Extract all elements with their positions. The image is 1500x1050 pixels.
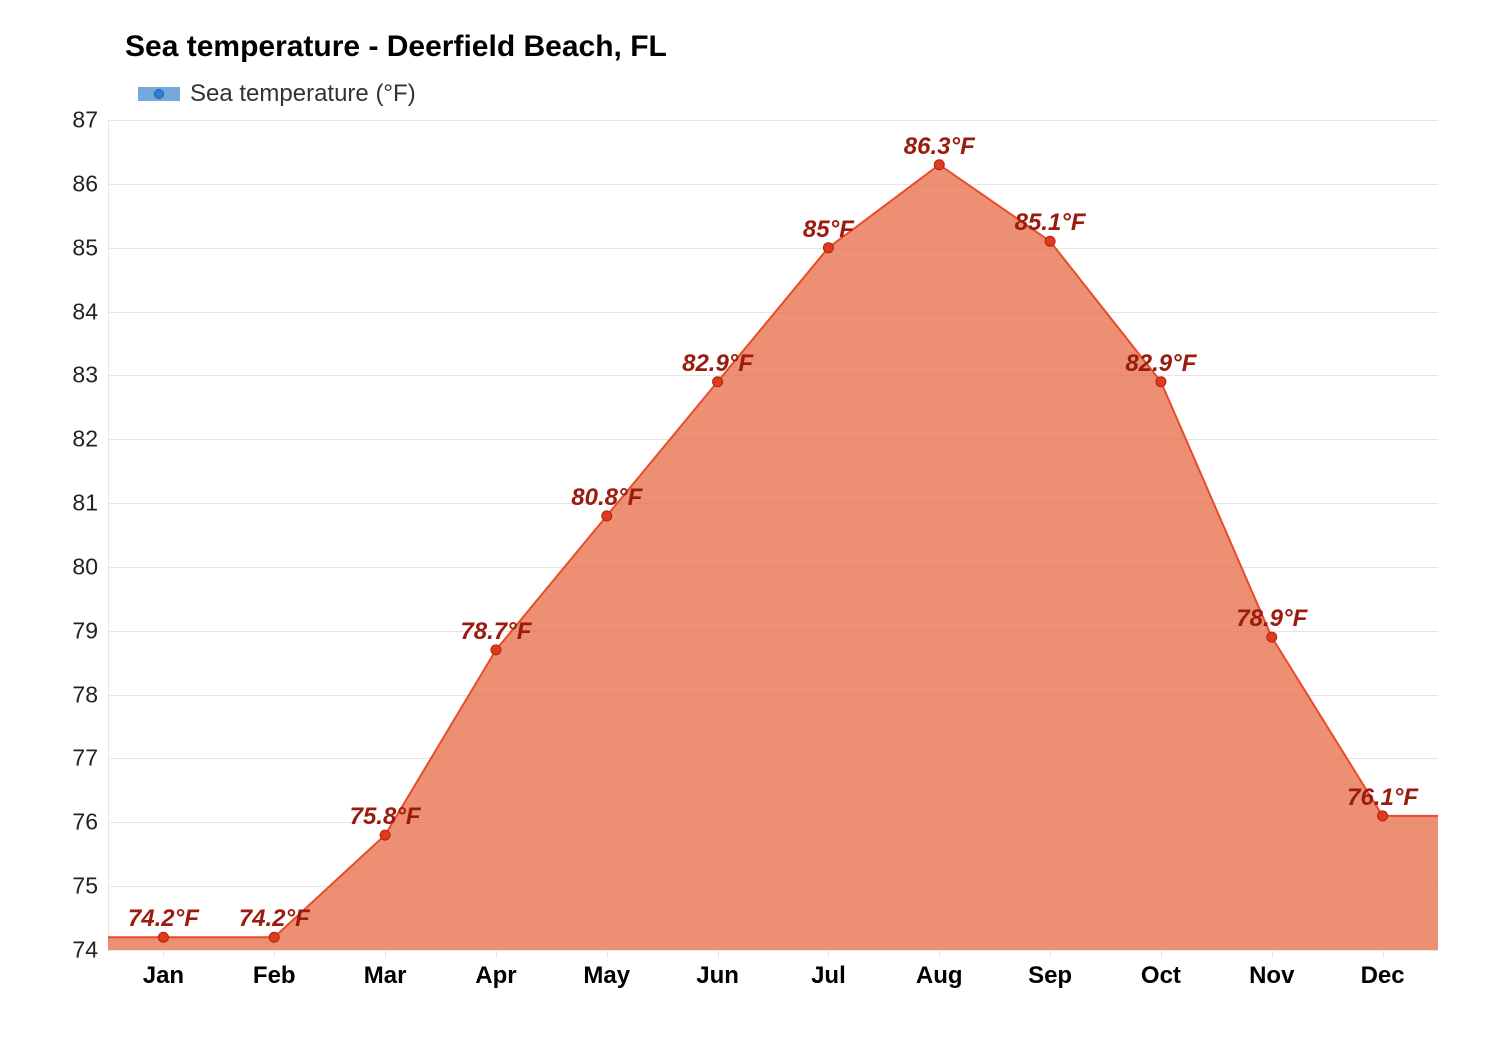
data-label: 78.7°F bbox=[460, 618, 531, 646]
data-marker bbox=[491, 645, 501, 655]
data-label: 82.9°F bbox=[1125, 350, 1196, 378]
data-label: 80.8°F bbox=[571, 484, 642, 512]
series-area bbox=[108, 165, 1438, 950]
x-tick-mark bbox=[1272, 950, 1273, 958]
x-tick-mark bbox=[1383, 950, 1384, 958]
data-marker bbox=[158, 932, 168, 942]
x-tick-mark bbox=[1050, 950, 1051, 958]
data-label: 85.1°F bbox=[1015, 209, 1086, 237]
x-tick-mark bbox=[607, 950, 608, 958]
x-tick-mark bbox=[718, 950, 719, 958]
data-label: 75.8°F bbox=[350, 803, 421, 831]
y-tick-label: 80 bbox=[72, 553, 98, 580]
x-tick-label: Nov bbox=[1249, 962, 1294, 990]
data-label: 74.2°F bbox=[239, 905, 310, 933]
x-tick-mark bbox=[385, 950, 386, 958]
y-tick-label: 87 bbox=[72, 107, 98, 134]
y-tick-label: 83 bbox=[72, 362, 98, 389]
y-tick-label: 86 bbox=[72, 170, 98, 197]
data-marker bbox=[602, 511, 612, 521]
data-marker bbox=[1378, 811, 1388, 821]
x-tick-mark bbox=[496, 950, 497, 958]
y-tick-label: 74 bbox=[72, 937, 98, 964]
x-tick-label: Jun bbox=[696, 962, 739, 990]
data-label: 76.1°F bbox=[1347, 784, 1418, 812]
data-label: 85°F bbox=[803, 216, 854, 244]
x-tick-label: Jan bbox=[143, 962, 184, 990]
y-tick-label: 85 bbox=[72, 234, 98, 261]
plot-area: 7475767778798081828384858687JanFebMarApr… bbox=[108, 120, 1438, 950]
x-tick-label: Feb bbox=[253, 962, 296, 990]
data-marker bbox=[713, 377, 723, 387]
x-tick-label: Mar bbox=[364, 962, 407, 990]
data-marker bbox=[380, 830, 390, 840]
y-tick-label: 79 bbox=[72, 617, 98, 644]
x-tick-label: Oct bbox=[1141, 962, 1181, 990]
y-tick-label: 82 bbox=[72, 426, 98, 453]
data-label: 74.2°F bbox=[128, 905, 199, 933]
y-tick-label: 77 bbox=[72, 745, 98, 772]
y-tick-label: 75 bbox=[72, 873, 98, 900]
x-tick-label: Apr bbox=[475, 962, 516, 990]
y-tick-label: 76 bbox=[72, 809, 98, 836]
data-marker bbox=[1045, 236, 1055, 246]
data-label: 86.3°F bbox=[904, 133, 975, 161]
x-tick-mark bbox=[163, 950, 164, 958]
x-tick-mark bbox=[274, 950, 275, 958]
legend: Sea temperature (°F) bbox=[138, 80, 416, 108]
data-label: 78.9°F bbox=[1236, 605, 1307, 633]
legend-swatch bbox=[138, 87, 180, 101]
x-tick-label: May bbox=[583, 962, 630, 990]
x-tick-label: Jul bbox=[811, 962, 846, 990]
legend-swatch-marker bbox=[154, 89, 164, 99]
x-tick-mark bbox=[828, 950, 829, 958]
series-svg bbox=[108, 120, 1438, 950]
gridline bbox=[108, 950, 1438, 951]
data-marker bbox=[269, 932, 279, 942]
x-tick-label: Sep bbox=[1028, 962, 1072, 990]
x-tick-label: Aug bbox=[916, 962, 963, 990]
y-tick-label: 78 bbox=[72, 681, 98, 708]
data-marker bbox=[1267, 632, 1277, 642]
chart-container: Sea temperature - Deerfield Beach, FL Se… bbox=[0, 0, 1500, 1050]
y-tick-label: 84 bbox=[72, 298, 98, 325]
data-label: 82.9°F bbox=[682, 350, 753, 378]
legend-label: Sea temperature (°F) bbox=[190, 80, 416, 108]
y-tick-label: 81 bbox=[72, 490, 98, 517]
x-tick-label: Dec bbox=[1361, 962, 1405, 990]
data-marker bbox=[1156, 377, 1166, 387]
chart-title: Sea temperature - Deerfield Beach, FL bbox=[125, 30, 667, 64]
x-tick-mark bbox=[1161, 950, 1162, 958]
x-tick-mark bbox=[939, 950, 940, 958]
data-marker bbox=[934, 160, 944, 170]
data-marker bbox=[823, 243, 833, 253]
